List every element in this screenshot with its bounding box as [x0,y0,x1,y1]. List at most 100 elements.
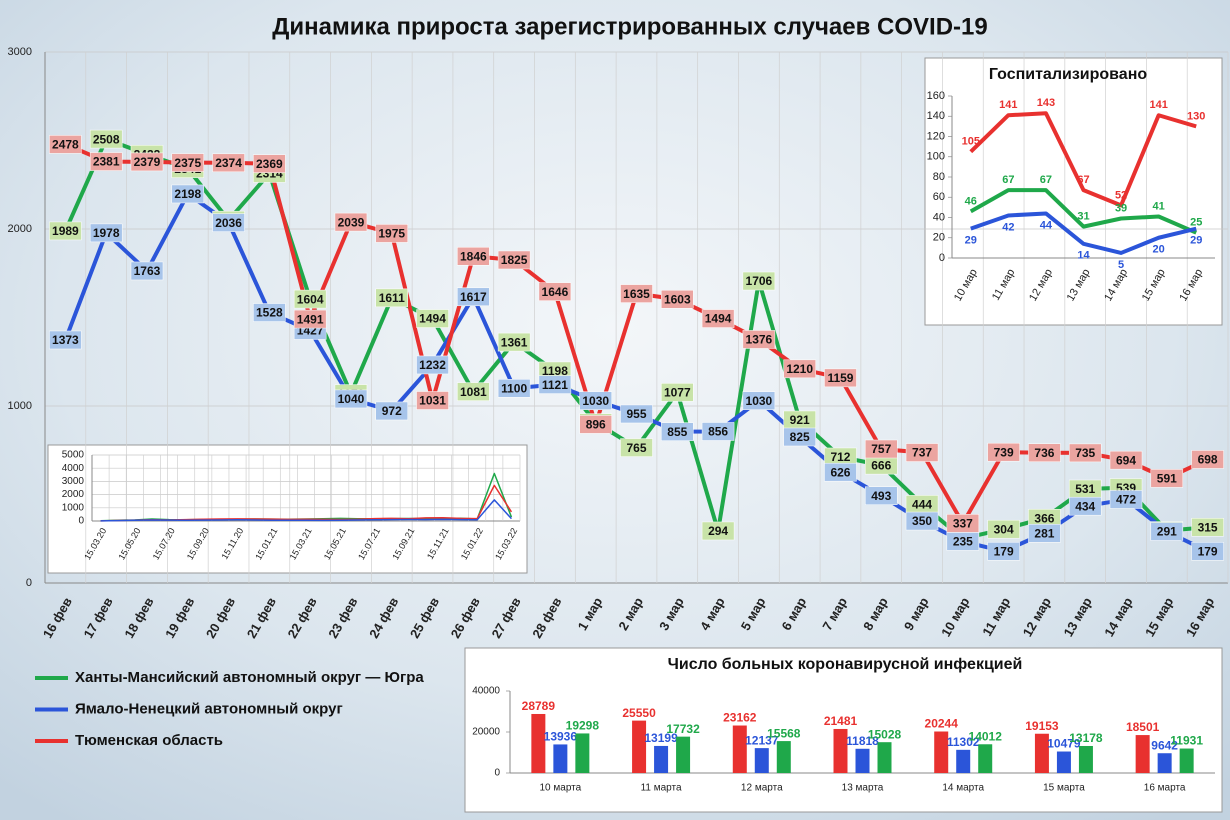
data-label: 2039 [334,212,368,232]
data-label-box [375,224,408,243]
bar [1157,753,1172,773]
data-label: 1030 [742,391,776,410]
data-label: 1978 [93,226,120,240]
data-label: 1491 [297,312,324,326]
data-label-box [661,422,694,441]
y-tick-label: 1000 [62,502,85,513]
data-label: 955 [620,404,653,424]
data-label: 1706 [746,274,773,288]
data-label: 105 [962,136,980,148]
data-label: 739 [987,442,1020,462]
y-tick-label: 20000 [472,727,500,738]
data-label: 20 [1153,244,1165,256]
data-label: 14012 [969,729,1003,743]
data-label: 757 [871,442,891,456]
data-label: 736 [1028,443,1061,462]
data-label-box [130,261,164,281]
data-label: 2198 [171,184,205,204]
data-label: 44 [1040,219,1053,231]
data-label: 1210 [786,362,813,376]
data-label: 1604 [293,289,327,309]
data-label: 694 [1109,450,1143,470]
data-label: 765 [626,441,646,455]
data-label-box [375,288,408,308]
data-label: 591 [1150,469,1184,488]
data-label: 737 [905,443,939,462]
data-label: 1494 [701,309,735,328]
data-label: 25 [1190,217,1202,229]
x-tick-label: 13 марта [842,783,884,794]
data-label-box [538,282,572,301]
data-label: 1978 [89,223,123,243]
chart-title: Динамика прироста зарегистрированных слу… [272,13,987,40]
data-label-box [253,154,286,173]
data-label: 531 [1075,482,1095,496]
data-label: 291 [1157,525,1177,539]
data-label: 1159 [824,368,857,388]
y-tick-label: 160 [927,90,945,102]
data-label-box [987,542,1020,561]
data-label: 1611 [379,291,405,305]
data-label-box [171,184,205,204]
inset-panel [924,57,1223,326]
data-label: 972 [382,404,402,418]
data-label: 13199 [644,731,678,745]
data-label: 1040 [338,392,365,406]
data-label-box [661,290,694,309]
data-label: 825 [783,427,816,447]
data-label: 1617 [460,290,487,304]
data-label: 2379 [134,155,161,169]
data-label: 1528 [256,306,283,320]
data-label-box [1191,542,1224,561]
data-label: 11931 [1170,734,1203,748]
data-label: 67 [1077,174,1089,186]
data-label: 493 [871,489,891,503]
data-label: 757 [865,439,898,459]
data-label-box [334,389,368,409]
bar [732,725,747,773]
data-label: 21481 [824,714,858,728]
data-label: 1361 [501,335,528,349]
data-label: 179 [987,542,1020,561]
bar [956,749,971,773]
data-label-box [89,152,123,171]
data-label: 39 [1115,202,1127,214]
y-tick-label: 3000 [8,46,32,58]
data-label: 1494 [416,309,449,328]
data-label-box [824,368,857,388]
data-label: 739 [994,445,1014,459]
data-label-box [1028,524,1061,543]
data-label-box [293,309,327,329]
data-label-box [1109,490,1143,509]
data-label-box [457,287,490,307]
data-label: 1706 [742,271,776,291]
y-tick-label: 80 [933,171,945,183]
data-label: 1975 [378,227,405,241]
data-label-box [620,438,653,457]
data-label: 23162 [723,711,757,725]
data-label-box [497,250,531,270]
data-label-box [620,404,653,424]
data-label: 1846 [460,249,487,263]
data-label: 2478 [52,138,79,152]
data-label: 1100 [501,381,527,395]
data-label: 1825 [501,253,528,267]
data-label: 434 [1068,496,1102,516]
bar [776,741,791,773]
data-label: 294 [701,521,735,541]
data-label: 2375 [171,153,205,172]
data-label-box [783,427,816,447]
data-label: 856 [701,422,735,441]
data-label-box [538,375,572,394]
data-label-box [497,332,531,352]
data-label-box [905,511,939,531]
data-label-box [1109,450,1143,470]
data-label: 735 [1075,446,1095,460]
data-label: 1121 [542,378,568,392]
y-tick-label: 2000 [62,489,85,500]
data-label: 2036 [215,216,242,230]
data-label: 18501 [1126,720,1160,734]
data-label: 11818 [846,734,879,748]
data-label-box [457,382,490,401]
data-label-box [89,129,123,149]
